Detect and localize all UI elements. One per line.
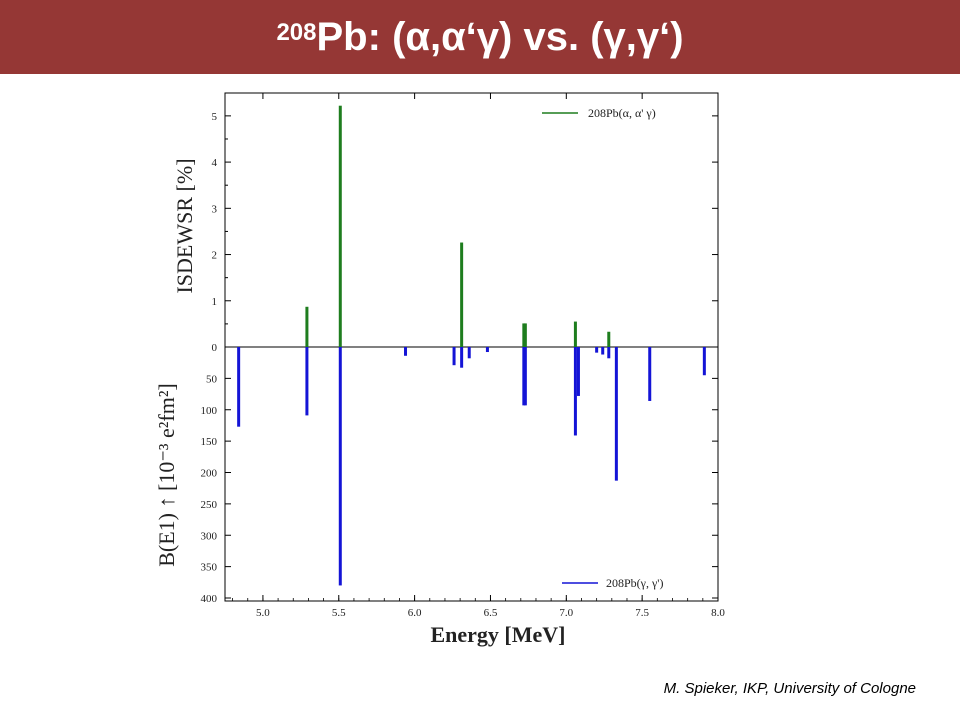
lower-y-axis-title: B(E1) ↑ [10⁻³ e²fm²] xyxy=(154,383,179,567)
bar-lower xyxy=(522,347,526,406)
lower-y-tick-label: 100 xyxy=(201,405,218,417)
bar-lower xyxy=(237,347,241,427)
bar-lower xyxy=(485,347,489,353)
title-reactions: (α,α‘γ) vs. (γ,γ‘) xyxy=(392,14,684,59)
bar-upper xyxy=(338,105,342,347)
upper-y-tick-label: 0 xyxy=(212,342,218,354)
bar-lower xyxy=(576,347,580,396)
bar-lower xyxy=(404,347,408,356)
upper-y-axis-title: ISDEWSR [%] xyxy=(172,158,197,293)
title-mass-number: 208 xyxy=(276,19,317,46)
lower-y-tick-label: 150 xyxy=(201,436,218,448)
bar-upper xyxy=(522,323,526,347)
bar-lower xyxy=(338,347,342,586)
upper-y-tick-label: 5 xyxy=(212,111,218,123)
bar-lower xyxy=(702,347,706,376)
upper-y-tick-label: 4 xyxy=(212,157,218,169)
legend-lower-label: 208Pb(γ, γ') xyxy=(606,576,663,590)
lower-y-tick-label: 250 xyxy=(201,499,218,511)
bar-lower xyxy=(452,347,456,366)
title-element: Pb: xyxy=(316,14,381,59)
lower-y-tick-label: 350 xyxy=(201,562,218,574)
bar-lower xyxy=(595,347,599,353)
bar-lower xyxy=(607,347,611,359)
x-tick-label: 5.0 xyxy=(256,607,270,619)
bar-lower xyxy=(305,347,309,416)
upper-y-tick-label: 3 xyxy=(212,203,218,215)
upper-y-tick-label: 2 xyxy=(212,250,218,262)
legend-lower: 208Pb(γ, γ') xyxy=(562,576,663,590)
bar-lower xyxy=(648,347,652,401)
bar-lower xyxy=(523,347,527,406)
bar-lower xyxy=(601,347,605,355)
lower-y-tick-label: 300 xyxy=(201,530,218,542)
lower-y-tick-label: 200 xyxy=(201,468,218,480)
x-tick-label: 5.5 xyxy=(332,607,346,619)
bar-lower xyxy=(467,347,471,359)
bar-lower xyxy=(573,347,577,436)
lower-y-tick-label: 50 xyxy=(206,373,218,385)
x-tick-label: 7.5 xyxy=(635,607,649,619)
x-tick-label: 7.0 xyxy=(559,607,573,619)
x-tick-label: 6.5 xyxy=(484,607,498,619)
title-bar xyxy=(0,0,960,74)
author-credit: M. Spieker, IKP, University of Cologne xyxy=(663,680,916,697)
slide-title: 208 Pb: (α,α‘γ) vs. (γ,γ‘) xyxy=(0,0,960,74)
upper-y-tick-label: 1 xyxy=(212,296,218,308)
x-tick-label: 8.0 xyxy=(711,607,725,619)
lower-y-tick-label: 400 xyxy=(201,593,218,605)
x-axis-title: Energy [MeV] xyxy=(430,622,565,647)
bar-upper xyxy=(460,242,464,347)
bar-lower xyxy=(460,347,464,368)
bar-upper xyxy=(573,321,577,347)
legend-upper: 208Pb(α, α' γ) xyxy=(542,106,656,120)
bar-upper xyxy=(607,331,611,347)
bar-upper xyxy=(523,323,527,347)
x-tick-label: 6.0 xyxy=(408,607,422,619)
legend-upper-label: 208Pb(α, α' γ) xyxy=(588,106,656,120)
bar-lower xyxy=(614,347,618,481)
bar-upper xyxy=(305,306,309,347)
